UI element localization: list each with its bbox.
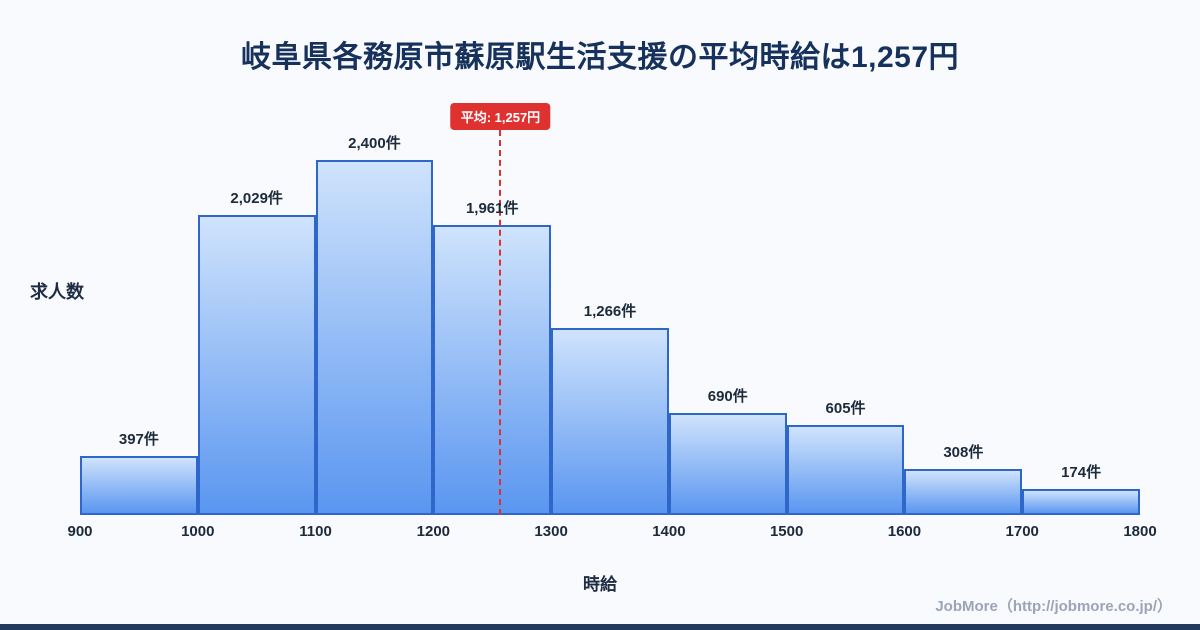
- bar-value-label: 308件: [943, 444, 984, 462]
- average-badge: 平均: 1,257円: [450, 103, 551, 130]
- histogram-bar: [197, 214, 316, 515]
- bar-value-label: 605件: [825, 400, 866, 418]
- x-tick-label: 1100: [299, 523, 332, 540]
- histogram-bar: [1022, 489, 1140, 515]
- bar-value-label: 1,266件: [583, 302, 637, 320]
- bottom-accent-bar: [0, 624, 1200, 630]
- average-line: [499, 130, 502, 515]
- bar-value-label: 1,961件: [465, 199, 519, 217]
- bar-value-label: 2,400件: [348, 134, 401, 152]
- x-tick-label: 1400: [652, 523, 686, 540]
- y-axis-label: 求人数: [30, 282, 84, 302]
- x-tick-label: 1500: [769, 523, 804, 540]
- x-axis-ticks: 900 1000 1100 1200 1300 1400 1500 1600 1700 1800: [67, 523, 1156, 543]
- histogram-bar: [904, 469, 1023, 515]
- histogram-bar: [315, 159, 434, 515]
- histogram-bar: [551, 327, 669, 515]
- x-tick-label: 900: [67, 523, 93, 540]
- histogram-bar: [433, 224, 552, 515]
- chart-title: 岐阜県各務原市蘇原駅生活支援の平均時給は1,257円: [240, 41, 960, 74]
- x-tick-label: 1300: [534, 523, 568, 540]
- footer-credit: JobMore（http://jobmore.co.jp/）: [935, 598, 1172, 615]
- histogram-bar: [668, 412, 787, 515]
- x-tick-label: 1700: [1005, 523, 1039, 540]
- x-tick-label: 1000: [181, 523, 215, 540]
- x-axis-label: 時給: [583, 575, 617, 594]
- bar-value-label: 174件: [1061, 464, 1102, 482]
- bar-value-label: 397件: [118, 431, 159, 449]
- histogram-bar: [80, 456, 198, 515]
- plot-area: 平均: 1,257円 397件 2,029件 2,400件 1,961件 1,266件 6…: [80, 103, 1140, 515]
- bar-value-label: 2,029件: [230, 189, 283, 207]
- bar-value-label: 690件: [707, 387, 748, 405]
- x-tick-label: 1600: [887, 523, 922, 540]
- x-tick-label: 1200: [416, 523, 451, 540]
- histogram-bar: [786, 425, 905, 515]
- x-tick-label: 1800: [1123, 523, 1157, 540]
